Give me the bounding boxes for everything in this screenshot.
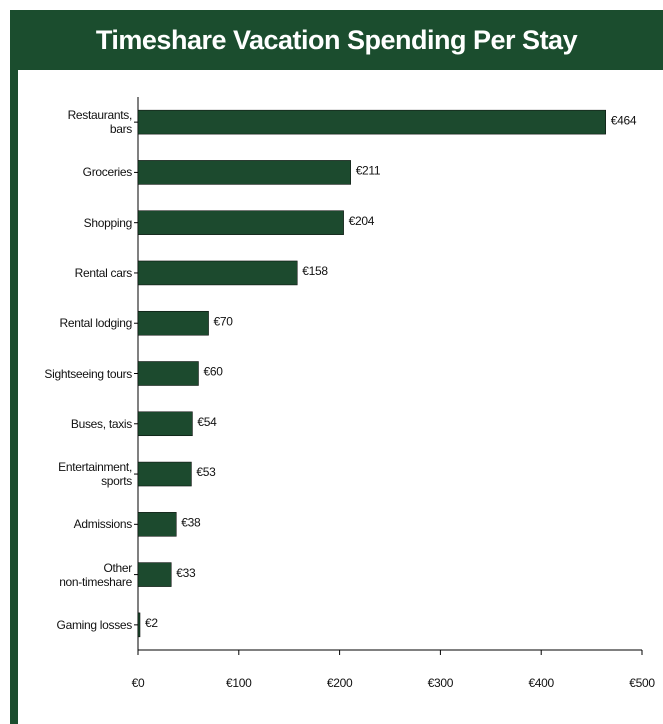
y-tick-label: Gaming losses bbox=[56, 617, 133, 632]
x-tick-label: €0 bbox=[132, 676, 145, 690]
value-label: €54 bbox=[197, 415, 217, 429]
bar bbox=[137, 210, 344, 235]
x-tick-label: €200 bbox=[327, 676, 353, 690]
x-tick-label: €400 bbox=[528, 676, 554, 690]
bar bbox=[137, 612, 141, 638]
bar bbox=[137, 562, 172, 587]
value-label: €33 bbox=[176, 566, 196, 580]
y-tick-label: Sightseeing tours bbox=[44, 366, 132, 381]
value-label: €70 bbox=[214, 314, 234, 328]
value-label: €60 bbox=[203, 365, 223, 379]
bar bbox=[137, 411, 193, 437]
y-tick-label: Shopping bbox=[83, 215, 133, 230]
side-bar bbox=[10, 70, 18, 724]
y-tick-label: Rental lodging bbox=[59, 316, 132, 331]
bar bbox=[137, 260, 298, 286]
x-tick-label: €500 bbox=[629, 676, 655, 690]
y-tick-label: Admissions bbox=[73, 517, 133, 532]
value-label: €204 bbox=[349, 214, 375, 228]
y-tick-label: Entertainment, sports bbox=[58, 460, 132, 489]
y-tick-label: Other non-timeshare bbox=[59, 560, 132, 589]
value-label: €158 bbox=[302, 264, 328, 278]
bar bbox=[137, 461, 192, 487]
value-label: €38 bbox=[181, 515, 201, 529]
x-tick-label: €100 bbox=[226, 676, 252, 690]
value-label: €464 bbox=[611, 113, 637, 127]
y-tick-label: Restaurants, bars bbox=[67, 108, 133, 137]
value-label: €53 bbox=[196, 465, 216, 479]
value-label: €2 bbox=[145, 616, 158, 630]
value-label: €211 bbox=[356, 164, 381, 178]
y-tick-label: Buses, taxis bbox=[70, 416, 132, 431]
bar bbox=[137, 310, 209, 336]
bar bbox=[137, 109, 606, 135]
bar bbox=[137, 361, 199, 386]
chart-title: Timeshare Vacation Spending Per Stay bbox=[95, 25, 578, 55]
title-bar bbox=[10, 10, 663, 70]
y-tick-label: Rental cars bbox=[74, 265, 133, 280]
bar bbox=[137, 160, 351, 185]
x-tick-label: €300 bbox=[428, 676, 454, 690]
bar bbox=[137, 512, 177, 537]
y-tick-label: Groceries bbox=[82, 165, 133, 180]
